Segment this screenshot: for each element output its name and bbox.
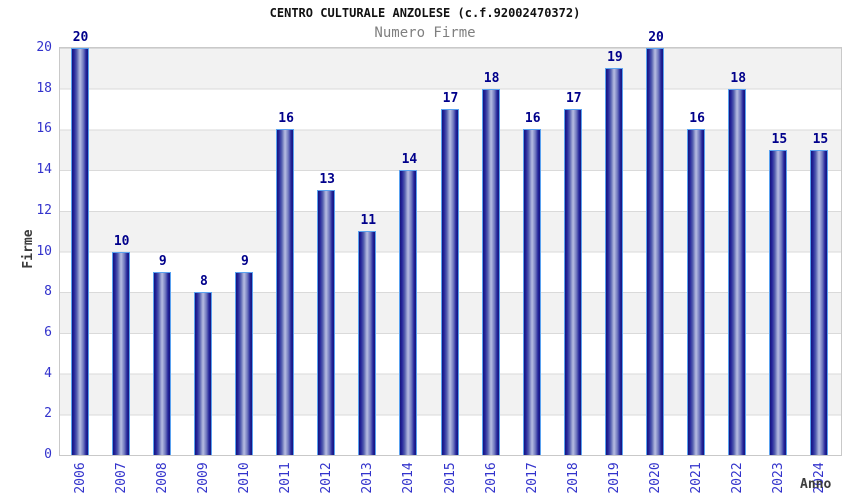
bar-2021 (687, 129, 706, 455)
y-tick-label: 4 (44, 365, 52, 381)
x-tick-label: 2012 (319, 462, 335, 494)
chart-title: CENTRO CULTURALE ANZOLESE (c.f.920024703… (269, 6, 581, 20)
bar-value-label: 15 (771, 131, 788, 147)
y-tick-label: 20 (36, 40, 52, 55)
plot-area: 20 10 9 8 9 16 13 11 14 17 18 16 17 19 20 16 18 15 15 (59, 31, 842, 456)
bar-2020 (646, 48, 665, 455)
bar-2011 (276, 129, 295, 455)
x-tick-label: 2014 (401, 462, 417, 494)
bar-value-label: 20 (72, 30, 89, 45)
chart-subtitle: Numero Firme (374, 25, 476, 41)
x-tick-label: 2015 (442, 462, 458, 494)
x-tick-label: 2009 (195, 462, 211, 494)
x-tick-label: 2006 (72, 462, 88, 494)
bar-value-label: 16 (689, 111, 705, 127)
y-tick-label: 0 (44, 447, 52, 462)
x-tick-label: 2020 (648, 462, 664, 494)
bar-value-label: 18 (730, 70, 747, 86)
x-tick-label: 2023 (771, 462, 787, 494)
bar-value-label: 16 (278, 111, 294, 127)
bar-value-label: 13 (319, 172, 335, 188)
bar-2012 (317, 190, 336, 455)
bar-value-label: 19 (607, 50, 623, 66)
y-tick-label: 8 (44, 284, 52, 300)
x-tick-label: 2021 (689, 462, 705, 494)
bar-2009 (193, 292, 212, 455)
x-tick-label: 2022 (730, 462, 746, 494)
bar-value-label: 16 (524, 111, 541, 127)
bar-2017 (522, 129, 541, 455)
bar-2015 (440, 109, 459, 455)
bar-2013 (358, 231, 377, 455)
bar-value-label: 14 (401, 152, 418, 168)
x-tick-label: 2019 (606, 462, 622, 494)
bar-value-label: 17 (565, 91, 582, 107)
bar-2022 (728, 88, 747, 455)
bar-2008 (152, 271, 171, 455)
bar-value-label: 10 (113, 233, 130, 249)
y-tick-label: 14 (36, 162, 52, 178)
y-tick-label: 6 (44, 324, 52, 340)
bar-value-label: 9 (158, 253, 167, 269)
bar-2019 (604, 68, 623, 455)
x-tick-label: 2016 (483, 462, 499, 494)
y-tick-label: 12 (36, 202, 52, 218)
x-axis-title: Anno (800, 477, 832, 492)
x-tick-label: 2013 (360, 462, 376, 494)
y-tick-label: 18 (36, 80, 52, 96)
bar-2007 (111, 251, 130, 455)
bar-value-label: 15 (812, 131, 829, 147)
bar-2010 (234, 271, 253, 455)
bar-2023 (769, 149, 788, 455)
bar-2006 (70, 48, 89, 455)
y-tick-label: 10 (36, 243, 52, 259)
bar-value-label: 11 (360, 213, 377, 229)
x-tick-label: 2007 (113, 462, 129, 494)
bar-value-label: 17 (442, 91, 459, 107)
x-tick-label: 2008 (154, 462, 170, 494)
bar-value-label: 9 (241, 253, 249, 269)
x-tick-label: 2011 (278, 462, 294, 494)
bar-2018 (563, 109, 582, 455)
bar-2014 (399, 170, 418, 455)
y-tick-label: 16 (36, 121, 52, 137)
bar-2016 (481, 88, 500, 455)
bar-value-label: 8 (199, 274, 208, 290)
x-tick-label: 2010 (236, 462, 252, 494)
y-tick-label: 2 (44, 406, 52, 422)
bar-2024 (810, 149, 829, 455)
x-tick-label: 2017 (524, 462, 540, 494)
bar-value-label: 18 (483, 70, 500, 86)
bar-value-label: 20 (648, 30, 664, 45)
x-tick-label: 2018 (565, 462, 581, 494)
